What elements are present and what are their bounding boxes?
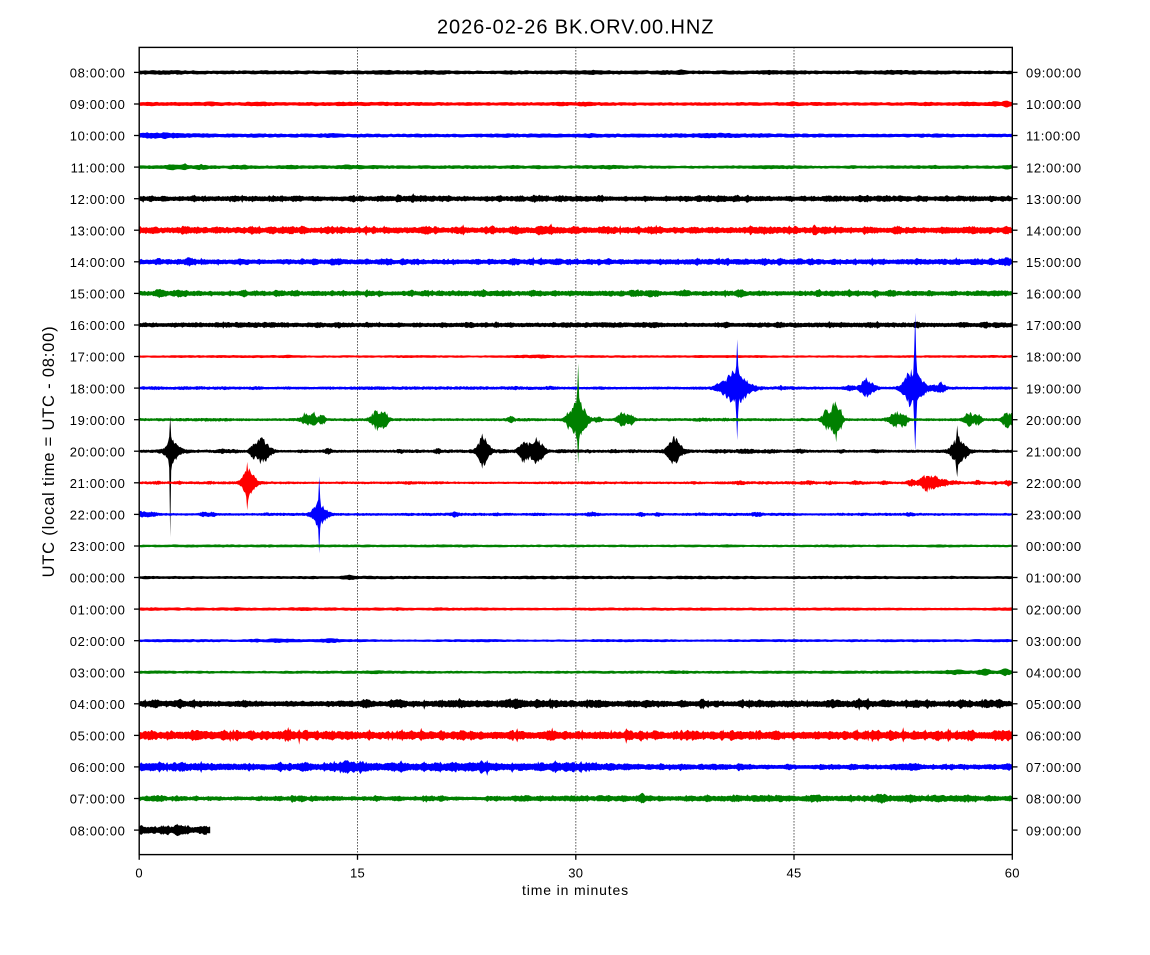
- svg-text:00:00:00: 00:00:00: [70, 571, 126, 586]
- svg-text:17:00:00: 17:00:00: [1026, 318, 1082, 333]
- svg-text:13:00:00: 13:00:00: [1026, 192, 1082, 207]
- svg-text:06:00:00: 06:00:00: [1026, 729, 1082, 744]
- svg-text:07:00:00: 07:00:00: [1026, 760, 1082, 775]
- svg-text:UTC (local time = UTC - 08:00): UTC (local time = UTC - 08:00): [40, 326, 58, 578]
- svg-text:23:00:00: 23:00:00: [70, 539, 126, 554]
- svg-text:10:00:00: 10:00:00: [70, 129, 126, 144]
- svg-text:15:00:00: 15:00:00: [70, 287, 126, 302]
- svg-text:2026-02-26 BK.ORV.00.HNZ: 2026-02-26 BK.ORV.00.HNZ: [437, 17, 714, 39]
- svg-text:time in minutes: time in minutes: [522, 882, 629, 898]
- svg-text:09:00:00: 09:00:00: [70, 97, 126, 112]
- svg-text:06:00:00: 06:00:00: [70, 760, 126, 775]
- svg-text:20:00:00: 20:00:00: [70, 444, 126, 459]
- svg-text:60: 60: [1005, 866, 1020, 881]
- svg-text:00:00:00: 00:00:00: [1026, 539, 1082, 554]
- svg-text:14:00:00: 14:00:00: [1026, 223, 1082, 238]
- svg-text:04:00:00: 04:00:00: [1026, 665, 1082, 680]
- svg-text:16:00:00: 16:00:00: [1026, 287, 1082, 302]
- svg-text:18:00:00: 18:00:00: [1026, 350, 1082, 365]
- svg-text:12:00:00: 12:00:00: [70, 192, 126, 207]
- svg-text:10:00:00: 10:00:00: [1026, 97, 1082, 112]
- svg-text:20:00:00: 20:00:00: [1026, 413, 1082, 428]
- svg-text:02:00:00: 02:00:00: [70, 634, 126, 649]
- svg-text:01:00:00: 01:00:00: [70, 602, 126, 617]
- svg-text:11:00:00: 11:00:00: [1026, 129, 1081, 144]
- svg-text:01:00:00: 01:00:00: [1026, 571, 1082, 586]
- svg-text:14:00:00: 14:00:00: [70, 255, 126, 270]
- svg-text:08:00:00: 08:00:00: [70, 66, 126, 81]
- svg-text:12:00:00: 12:00:00: [1026, 160, 1082, 175]
- svg-text:03:00:00: 03:00:00: [1026, 634, 1082, 649]
- svg-text:16:00:00: 16:00:00: [70, 318, 126, 333]
- svg-text:17:00:00: 17:00:00: [70, 350, 126, 365]
- svg-text:30: 30: [568, 866, 583, 881]
- svg-text:05:00:00: 05:00:00: [1026, 697, 1082, 712]
- svg-text:04:00:00: 04:00:00: [70, 697, 126, 712]
- svg-text:21:00:00: 21:00:00: [1026, 444, 1082, 459]
- svg-text:03:00:00: 03:00:00: [70, 665, 126, 680]
- svg-text:15: 15: [350, 866, 365, 881]
- svg-text:09:00:00: 09:00:00: [1026, 823, 1082, 838]
- svg-text:09:00:00: 09:00:00: [1026, 66, 1082, 81]
- svg-text:45: 45: [786, 866, 801, 881]
- svg-text:18:00:00: 18:00:00: [70, 381, 126, 396]
- svg-text:11:00:00: 11:00:00: [71, 160, 126, 175]
- svg-text:19:00:00: 19:00:00: [70, 413, 126, 428]
- svg-text:23:00:00: 23:00:00: [1026, 508, 1082, 523]
- svg-text:05:00:00: 05:00:00: [70, 729, 126, 744]
- svg-text:21:00:00: 21:00:00: [70, 476, 126, 491]
- svg-text:22:00:00: 22:00:00: [1026, 476, 1082, 491]
- svg-text:15:00:00: 15:00:00: [1026, 255, 1082, 270]
- svg-text:22:00:00: 22:00:00: [70, 508, 126, 523]
- svg-text:08:00:00: 08:00:00: [70, 823, 126, 838]
- svg-text:13:00:00: 13:00:00: [70, 223, 126, 238]
- svg-text:08:00:00: 08:00:00: [1026, 792, 1082, 807]
- svg-text:07:00:00: 07:00:00: [70, 792, 126, 807]
- svg-text:0: 0: [135, 866, 143, 881]
- svg-text:19:00:00: 19:00:00: [1026, 381, 1082, 396]
- svg-text:02:00:00: 02:00:00: [1026, 602, 1082, 617]
